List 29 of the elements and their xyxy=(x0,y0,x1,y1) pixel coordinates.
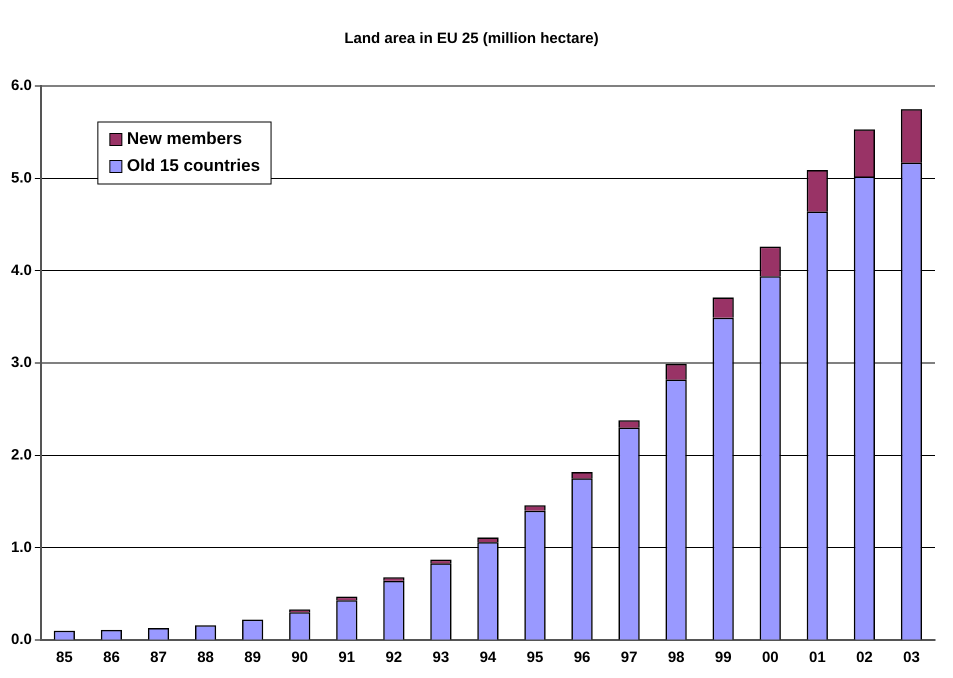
legend-label: New members xyxy=(126,129,242,148)
x-tick-label: 99 xyxy=(714,649,732,666)
x-tick-label: 02 xyxy=(856,649,873,666)
y-tick-label: 6.0 xyxy=(10,77,32,94)
chart-title: Land area in EU 25 (million hectare) xyxy=(344,30,599,48)
y-tick-label: 2.0 xyxy=(10,446,32,464)
x-tick-label: 90 xyxy=(291,649,308,666)
y-tick-label: 4.0 xyxy=(10,262,32,279)
x-tick-label: 03 xyxy=(903,649,920,666)
x-tick-label: 97 xyxy=(620,649,638,666)
x-tick-label: 94 xyxy=(480,649,497,666)
x-tick-label: 95 xyxy=(526,649,544,666)
legend-label: Old 15 countries xyxy=(126,156,260,176)
x-tick-label: 96 xyxy=(574,649,590,666)
x-tick-label: 87 xyxy=(150,649,167,666)
x-tick-label: 00 xyxy=(762,649,779,666)
y-tick-label: 1.0 xyxy=(10,538,32,556)
y-tick-label: 5.0 xyxy=(10,169,32,186)
x-tick-label: 92 xyxy=(385,649,402,666)
x-tick-label: 88 xyxy=(197,649,214,666)
x-tick-label: 85 xyxy=(56,649,73,666)
x-tick-label: 01 xyxy=(809,649,826,666)
x-tick-label: 93 xyxy=(432,649,450,666)
x-tick-label: 86 xyxy=(103,649,120,666)
x-tick-label: 89 xyxy=(244,649,261,666)
y-tick-label: 0.0 xyxy=(10,631,32,648)
x-tick-label: 91 xyxy=(338,649,356,666)
x-tick-label: 98 xyxy=(668,649,685,666)
y-tick-label: 3.0 xyxy=(10,354,32,372)
